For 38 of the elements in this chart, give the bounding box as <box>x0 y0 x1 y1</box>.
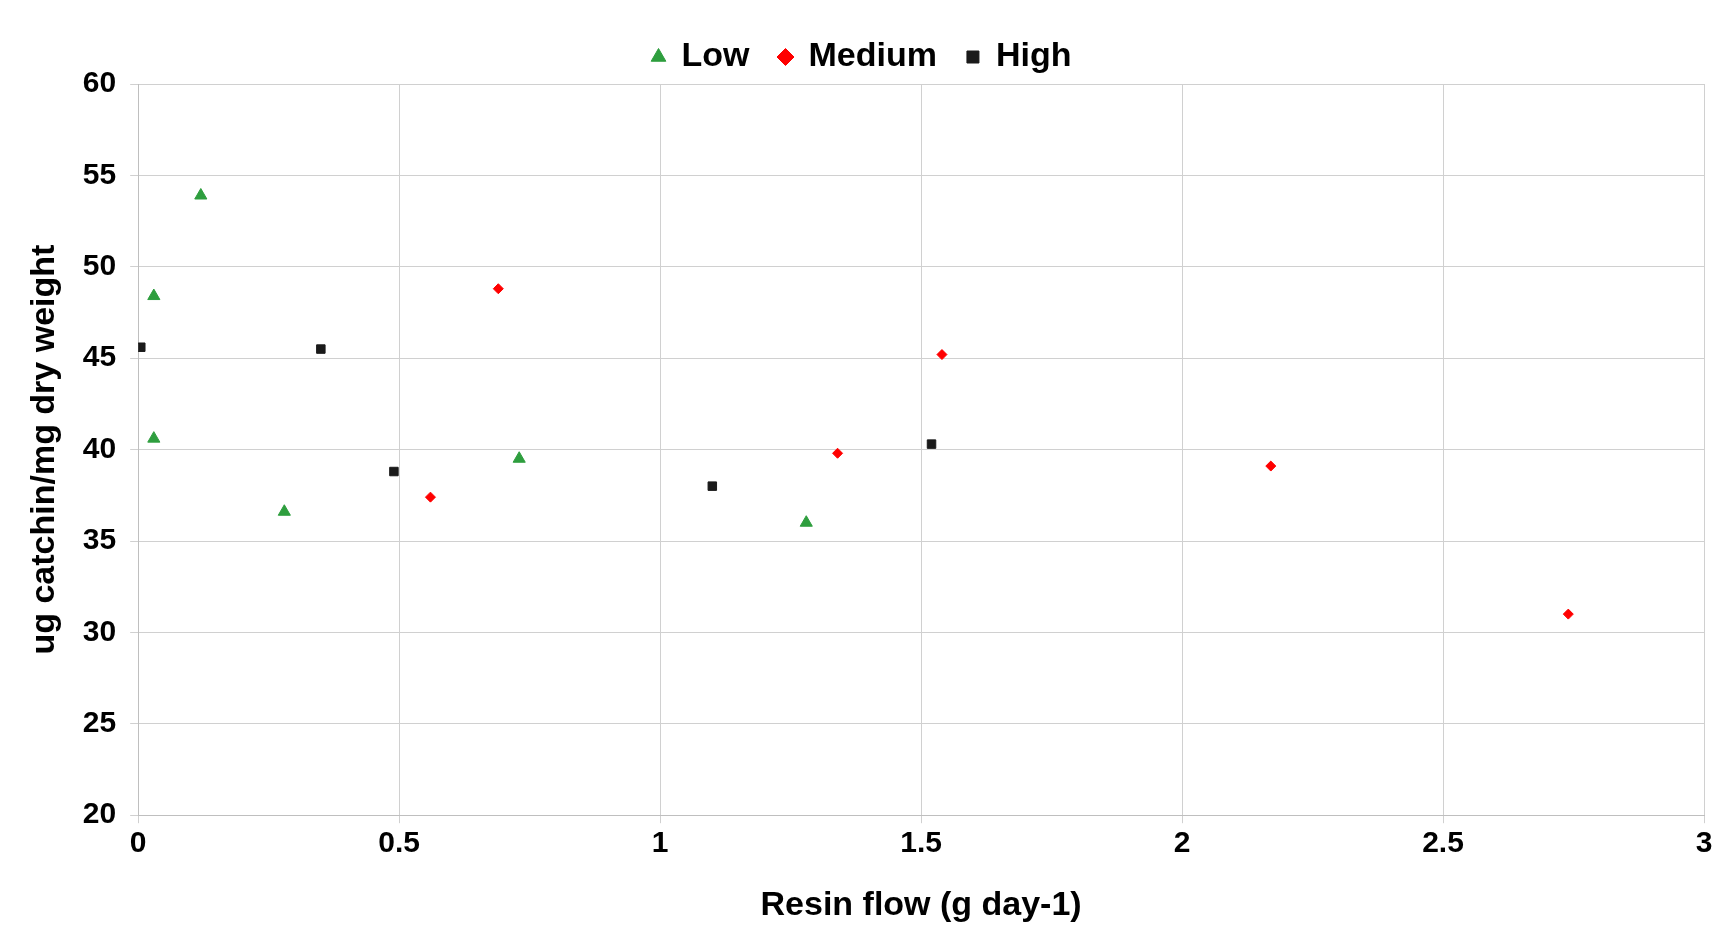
y-axis-title: ug catchin/mg dry weight <box>22 244 61 655</box>
y-tick-label: 45 <box>82 339 117 373</box>
point <box>147 288 161 301</box>
legend-label: Low <box>681 35 751 74</box>
y-tick-label: 30 <box>82 613 117 647</box>
y-tick-label: 60 <box>82 65 117 99</box>
legend-label: Medium <box>808 35 937 74</box>
point <box>424 491 436 503</box>
x-tick-label: 0.5 <box>378 825 420 859</box>
x-axis-title: Resin flow (g day-1) <box>760 883 1082 922</box>
point <box>138 342 146 352</box>
y-tick-label: 25 <box>82 705 117 739</box>
x-tick-label: 1.5 <box>900 825 942 859</box>
point <box>389 466 399 477</box>
x-tick-label: 3 <box>1695 825 1713 859</box>
y-tick-label: 35 <box>82 522 117 556</box>
point <box>316 344 326 354</box>
y-tick-label: 20 <box>82 796 117 830</box>
point <box>277 504 291 516</box>
point <box>926 439 937 449</box>
point <box>194 188 208 200</box>
x-tick-label: 1 <box>651 825 669 859</box>
y-tick-label: 40 <box>82 430 117 464</box>
point <box>492 283 504 295</box>
point <box>707 481 718 491</box>
legend-label: High <box>995 35 1072 74</box>
y-tick-label: 55 <box>82 156 117 190</box>
point <box>832 447 844 459</box>
x-tick-label: 0 <box>129 825 147 859</box>
point <box>1562 608 1574 620</box>
y-tick-label: 50 <box>82 248 117 282</box>
point <box>936 349 948 361</box>
x-tick-label: 2.5 <box>1422 825 1464 859</box>
point <box>147 431 161 443</box>
point <box>1265 460 1277 472</box>
point <box>512 451 526 463</box>
point <box>799 515 813 527</box>
x-tick-label: 2 <box>1173 825 1191 859</box>
